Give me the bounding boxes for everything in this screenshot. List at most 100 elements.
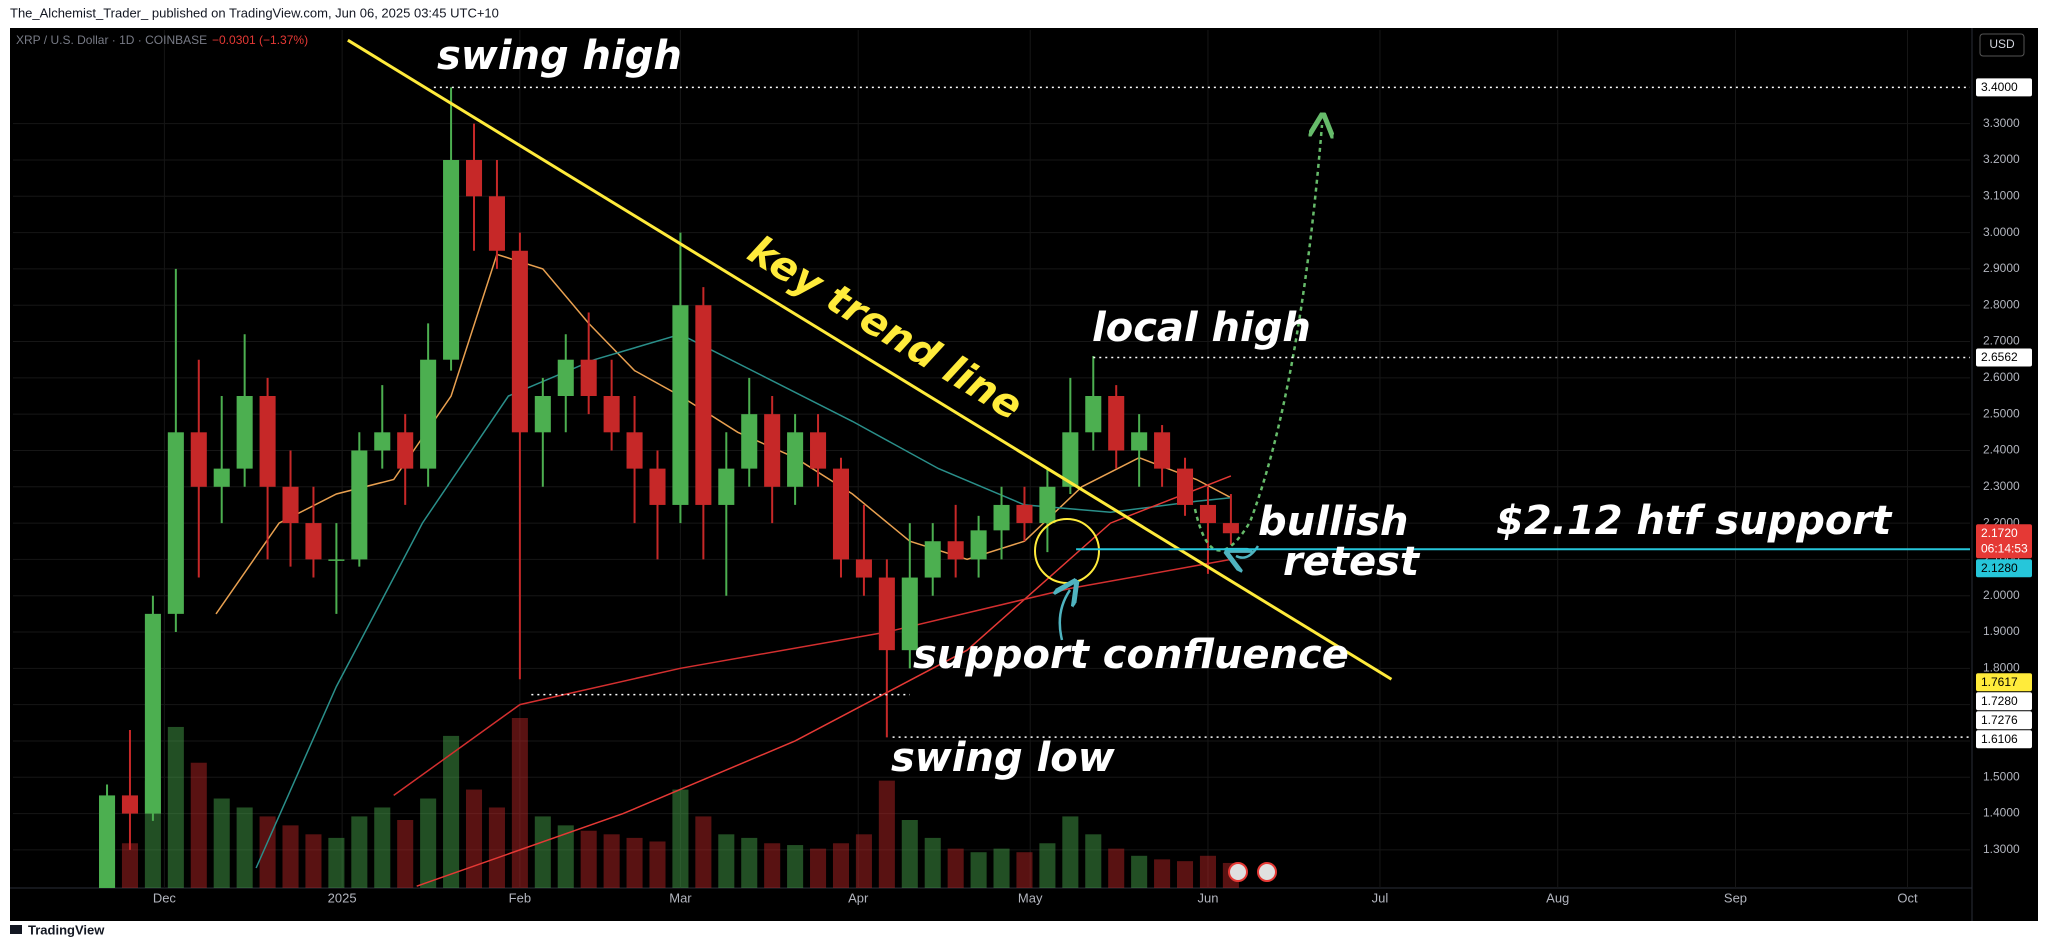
volume-bar [718, 834, 735, 888]
price-label: 1.6106 [1981, 732, 2018, 746]
x-tick-label: Sep [1724, 890, 1747, 905]
price-label-box [1976, 730, 2032, 749]
candle-body [832, 468, 850, 560]
drawings [347, 38, 1970, 882]
candle-body [672, 305, 689, 505]
candle-body [328, 559, 345, 561]
candle-body [121, 795, 139, 814]
volume-bar [488, 807, 505, 888]
candle-body [144, 613, 161, 814]
volume-bar [259, 816, 276, 888]
volume-bar [580, 830, 597, 888]
volume-bar [236, 807, 253, 888]
volume-bar [970, 852, 987, 888]
y-tick-label: 2.0000 [1983, 588, 2020, 602]
annotation: retest [1283, 539, 1421, 585]
y-tick-label: 3.3000 [1983, 116, 2020, 130]
symbol-title: XRP / U.S. Dollar · 1D · COINBASE [16, 33, 207, 47]
y-tick-label: 2.7000 [1983, 334, 2020, 348]
volume-bar [511, 718, 528, 888]
candle-body [465, 159, 483, 197]
price-label-box [1976, 78, 2032, 97]
volume-bar [1085, 834, 1102, 888]
event-icon[interactable] [1257, 862, 1277, 882]
countdown: 06:14:53 [1981, 541, 2028, 555]
price-label-box [1976, 524, 2032, 559]
y-tick-label: 2.9000 [1983, 261, 2020, 275]
price-label-box [1976, 559, 2032, 578]
y-tick-label: 2.8000 [1983, 297, 2020, 311]
volume-bar [1016, 852, 1033, 888]
candle-body [741, 414, 758, 469]
volume-bar [878, 780, 895, 888]
candle-body [695, 305, 712, 505]
price-label-box [1976, 673, 2032, 692]
candle-body [1222, 523, 1239, 534]
chart-panel [10, 28, 2038, 921]
candle-layer [99, 87, 1239, 888]
confluence-arrow [1060, 590, 1070, 641]
price-label: 1.7617 [1981, 675, 2018, 689]
moving-average [393, 558, 1232, 797]
volume-bar [1108, 848, 1125, 888]
volume-bar [1062, 816, 1079, 888]
price-label: 2.6562 [1981, 350, 2018, 364]
x-tick-label: Jun [1197, 890, 1218, 905]
price-label: 1.7280 [1981, 694, 2018, 708]
volume-bar [420, 798, 437, 888]
labels: 1.30001.40001.50001.60001.70001.80001.90… [153, 78, 2032, 905]
volume-bar [121, 843, 139, 888]
candle-body [993, 504, 1010, 531]
candle-body [190, 432, 207, 487]
candle-body [1108, 396, 1125, 451]
volume-bar [626, 837, 643, 888]
volume-bar [672, 789, 689, 888]
logo [10, 925, 22, 934]
publisher: The_Alchemist_Trader_ published on Tradi… [10, 5, 499, 20]
price-label-box [1976, 692, 2032, 711]
candle-body [970, 530, 987, 560]
candle-body [810, 432, 827, 469]
volume-bar [351, 816, 368, 888]
trend-line [347, 38, 1393, 681]
candle-body [351, 450, 368, 560]
volume-bar [1199, 855, 1216, 888]
annotation: $2.12 htf support [1496, 498, 1893, 544]
volume-bar [787, 845, 804, 888]
candle-body [236, 396, 253, 469]
volume-bar [603, 834, 620, 888]
candle-body [718, 468, 735, 505]
annotation: swing low [891, 735, 1116, 781]
volume-bar [443, 735, 460, 888]
volume-bar [190, 762, 207, 888]
volume-bar [924, 837, 941, 888]
candle-body [626, 432, 643, 469]
candle-body [213, 468, 230, 487]
y-tick-label: 1.8000 [1983, 660, 2020, 674]
currency[interactable]: USD [1989, 37, 2015, 51]
volume-bar [465, 789, 483, 888]
candle-body [603, 396, 620, 433]
candle-body [420, 359, 437, 469]
candle-body [167, 432, 184, 614]
price-label-box [1976, 348, 2032, 367]
candle-body [901, 577, 918, 651]
volume-bar [328, 837, 345, 888]
x-tick-label: May [1018, 890, 1043, 905]
volume-bar [993, 848, 1010, 888]
candle-body [282, 486, 299, 524]
candle-body [488, 196, 505, 251]
candle-body [1131, 432, 1148, 451]
y-tick-label: 1.4000 [1983, 806, 2020, 820]
volume-layer [99, 718, 1239, 888]
event-icon[interactable] [1228, 862, 1248, 882]
volume-bar [167, 726, 184, 888]
currency-button[interactable] [1979, 33, 2025, 57]
y-tick-label: 3.1000 [1983, 188, 2020, 202]
volume-bar [810, 848, 827, 888]
volume-bar [282, 825, 299, 888]
volume-bar [695, 816, 712, 888]
volume-bar [557, 825, 574, 888]
